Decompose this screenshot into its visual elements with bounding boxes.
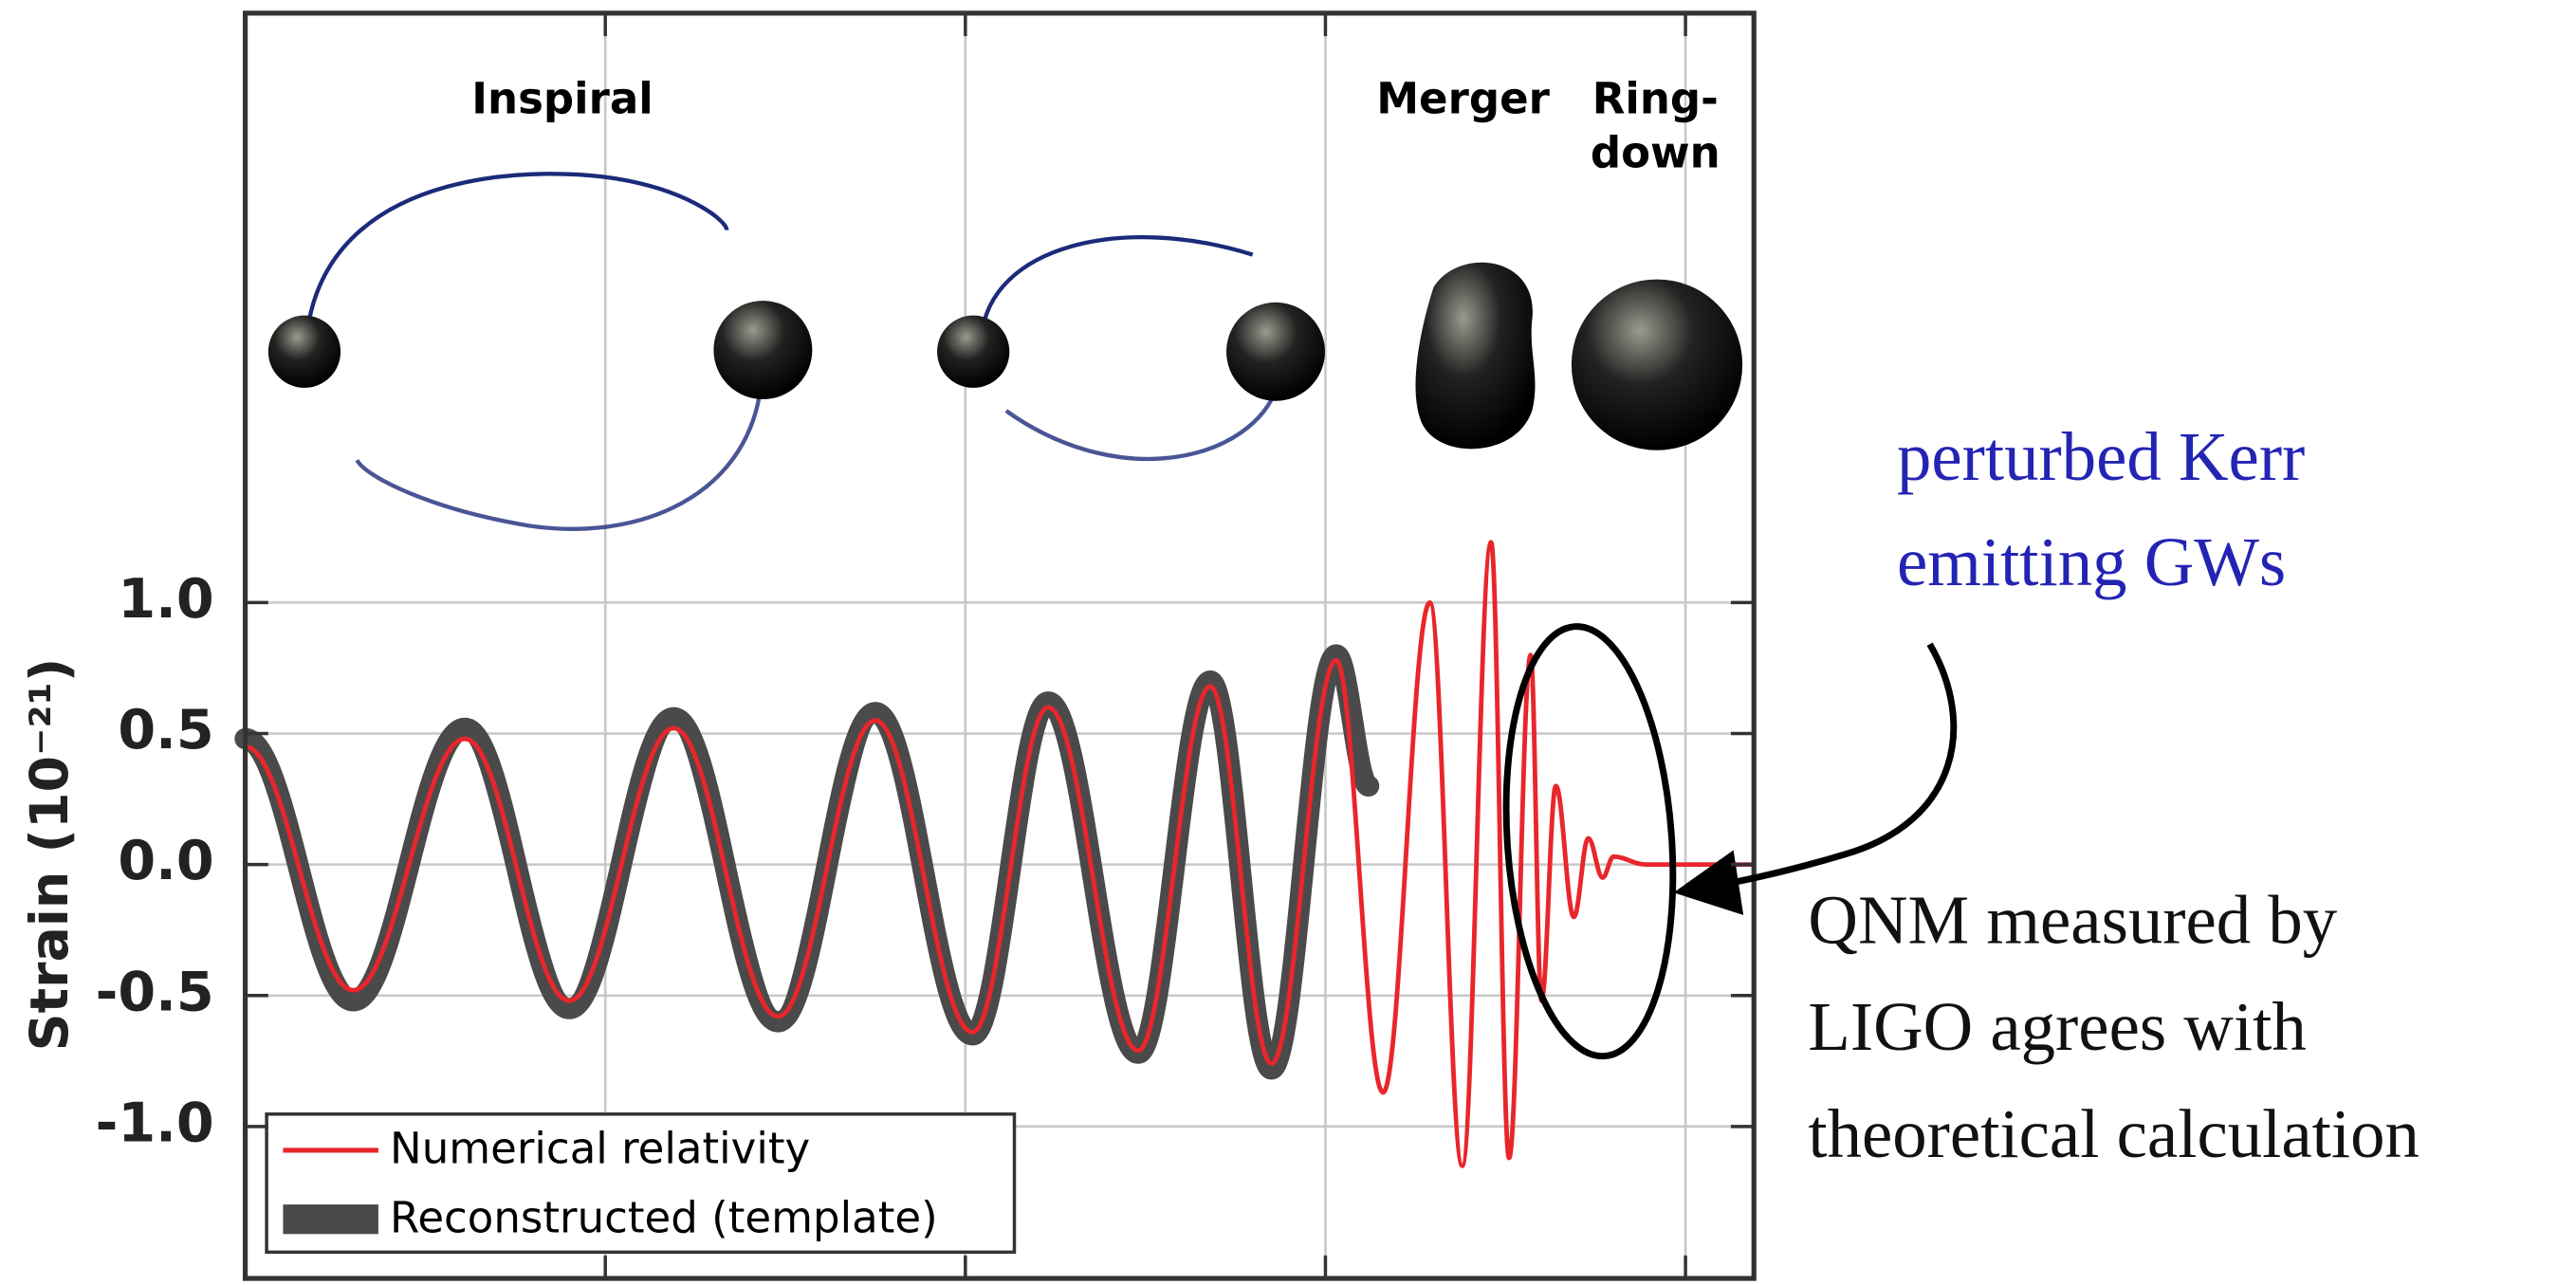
legend-label: Reconstructed (template) xyxy=(390,1192,938,1242)
y-axis-label: Strain (10⁻²¹) xyxy=(20,658,81,1052)
annotation: perturbed Kerr xyxy=(1897,418,2305,495)
chart: Inspiral Merger Ring- down Strain (10⁻²¹… xyxy=(0,0,2576,1285)
illustration xyxy=(268,174,1742,528)
annotation: theoretical calculation xyxy=(1808,1095,2419,1172)
annotation: emitting GWs xyxy=(1897,523,2286,600)
annotation: LIGO agrees with xyxy=(1808,988,2306,1065)
y-tick-label: 0.0 xyxy=(118,830,213,892)
frame xyxy=(246,13,1755,1278)
legend-swatch xyxy=(283,1204,377,1234)
plot xyxy=(246,542,1755,1166)
legend: Numerical relativity Reconstructed (temp… xyxy=(267,1114,1014,1253)
arrow xyxy=(1686,644,1954,890)
legend-label: Numerical relativity xyxy=(390,1124,810,1174)
y-tick-label: 0.5 xyxy=(118,699,213,762)
grid xyxy=(246,13,1755,1278)
y-tick-label: 1.0 xyxy=(118,568,213,631)
phase-label: Ring- xyxy=(1592,73,1719,123)
series-line xyxy=(246,542,1755,1166)
y-tick-label: -0.5 xyxy=(96,961,214,1023)
annotation: QNM measured by xyxy=(1808,882,2337,959)
y-tick-label: -1.0 xyxy=(96,1092,214,1154)
phase-label: Merger xyxy=(1376,73,1550,123)
page: Inspiral Merger Ring- down Strain (10⁻²¹… xyxy=(0,0,2576,1285)
phase-label: Inspiral xyxy=(471,73,653,123)
series-line xyxy=(246,655,1369,1069)
phase-label: down xyxy=(1591,128,1720,178)
